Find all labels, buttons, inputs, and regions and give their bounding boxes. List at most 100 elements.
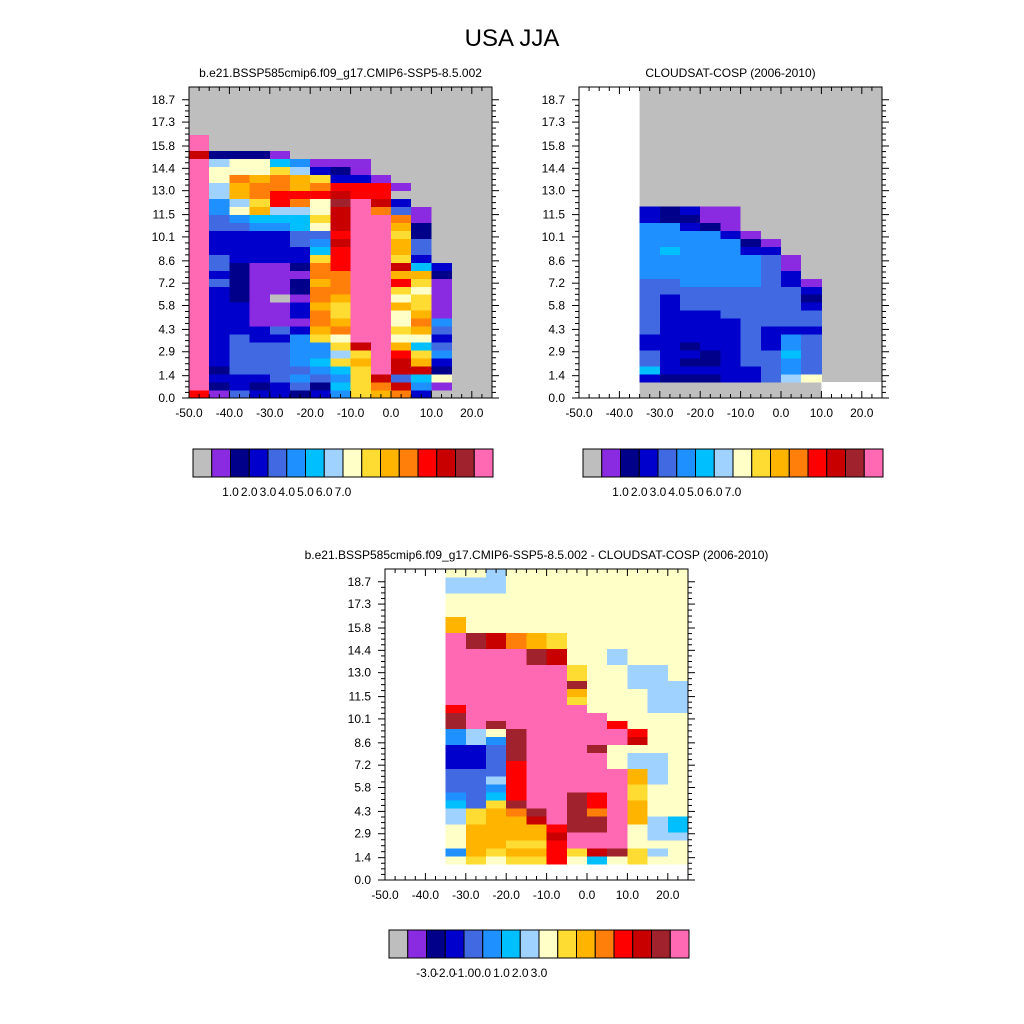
colorbar-label: 0.0 bbox=[474, 966, 491, 980]
heatmap-cell bbox=[411, 334, 432, 343]
heatmap-cell bbox=[760, 294, 782, 303]
heatmap-cell bbox=[411, 286, 432, 295]
heatmap-cell bbox=[607, 704, 628, 713]
heatmap-cell bbox=[229, 302, 250, 311]
heatmap-cell bbox=[546, 768, 568, 777]
heatmap-cell bbox=[607, 680, 628, 690]
heatmap-cell bbox=[760, 318, 782, 327]
heatmap-cell bbox=[627, 784, 648, 793]
heatmap-cell bbox=[506, 592, 527, 602]
heatmap-cell bbox=[526, 688, 547, 697]
heatmap-cell bbox=[647, 704, 669, 713]
y-tick-label: 7.2 bbox=[158, 276, 175, 290]
heatmap-cell bbox=[627, 664, 648, 674]
heatmap-cell bbox=[667, 600, 689, 610]
heatmap-cell bbox=[740, 302, 762, 311]
heatmap-cell bbox=[801, 294, 822, 303]
heatmap-cell bbox=[269, 342, 291, 351]
heatmap-cell bbox=[445, 848, 467, 857]
heatmap-cell bbox=[330, 254, 351, 263]
heatmap-cell bbox=[639, 262, 661, 271]
heatmap-cell bbox=[667, 752, 689, 761]
heatmap-cell bbox=[310, 382, 331, 391]
heatmap-cell bbox=[546, 856, 568, 865]
heatmap-cell bbox=[189, 254, 210, 263]
heatmap-cell bbox=[526, 824, 547, 833]
heatmap-cell bbox=[229, 278, 250, 287]
heatmap-cell bbox=[526, 848, 547, 857]
heatmap-cell bbox=[310, 214, 331, 223]
colorbar-swatch bbox=[455, 448, 475, 478]
heatmap-cell bbox=[269, 166, 291, 176]
missing-data-region bbox=[821, 382, 882, 398]
heatmap-cell bbox=[720, 238, 741, 247]
heatmap-cell bbox=[465, 656, 487, 666]
heatmap-cell bbox=[229, 246, 250, 255]
y-tick-label: 2.9 bbox=[354, 827, 371, 841]
heatmap-cell bbox=[566, 736, 588, 745]
heatmap-cell bbox=[431, 294, 452, 303]
y-tick-label: 14.4 bbox=[348, 643, 372, 657]
heatmap-cell bbox=[445, 712, 467, 721]
colorbar-swatch bbox=[380, 448, 400, 478]
heatmap-cell bbox=[411, 350, 432, 359]
heatmap-cell bbox=[647, 680, 669, 690]
heatmap-cell bbox=[667, 656, 689, 666]
heatmap-cell bbox=[290, 134, 311, 152]
heatmap-cell bbox=[486, 624, 507, 634]
heatmap-cell bbox=[801, 310, 822, 319]
heatmap-cell bbox=[760, 262, 782, 271]
heatmap-cell bbox=[269, 262, 291, 271]
heatmap-cell bbox=[700, 222, 721, 231]
heatmap-cell bbox=[740, 286, 762, 295]
heatmap-cell bbox=[189, 270, 210, 279]
heatmap-cell bbox=[370, 334, 392, 343]
heatmap-cell bbox=[391, 166, 412, 176]
heatmap-cell bbox=[801, 230, 822, 239]
heatmap-cell bbox=[229, 270, 250, 279]
heatmap-cell bbox=[391, 238, 412, 247]
heatmap-cell bbox=[431, 150, 452, 160]
heatmap-cell bbox=[290, 350, 311, 359]
heatmap-cell bbox=[667, 832, 689, 841]
heatmap-cell bbox=[700, 230, 721, 239]
heatmap-cell bbox=[781, 310, 802, 319]
heatmap-cell bbox=[760, 270, 782, 279]
heatmap-cell bbox=[607, 728, 628, 737]
heatmap-cell bbox=[647, 664, 669, 674]
heatmap-cell bbox=[546, 792, 568, 801]
heatmap-cell bbox=[566, 624, 588, 634]
heatmap-cell bbox=[526, 856, 547, 865]
heatmap-cell bbox=[781, 286, 802, 295]
heatmap-cell bbox=[546, 784, 568, 793]
heatmap-cell bbox=[740, 214, 762, 223]
heatmap-cell bbox=[566, 728, 588, 737]
heatmap-cell bbox=[506, 712, 527, 721]
heatmap-cell bbox=[526, 784, 547, 793]
heatmap-cell bbox=[229, 326, 250, 335]
heatmap-cell bbox=[310, 166, 331, 176]
colorbar-label: -1.0 bbox=[454, 966, 475, 980]
heatmap-cell bbox=[627, 752, 648, 761]
heatmap-cell bbox=[445, 632, 467, 642]
heatmap-cell bbox=[667, 584, 689, 594]
heatmap-cell bbox=[647, 720, 669, 729]
y-tick-label: 0.0 bbox=[354, 873, 371, 887]
heatmap-cell bbox=[411, 262, 432, 271]
colorbar-swatch bbox=[695, 448, 715, 478]
colorbar-swatch bbox=[651, 929, 671, 959]
heatmap-cell bbox=[526, 592, 547, 602]
heatmap-cell bbox=[667, 840, 689, 849]
heatmap-cell bbox=[411, 158, 432, 168]
heatmap-cell bbox=[431, 302, 452, 311]
heatmap-cell bbox=[720, 286, 741, 295]
heatmap-cell bbox=[526, 696, 547, 705]
heatmap-cell bbox=[465, 600, 487, 610]
heatmap-cell bbox=[350, 318, 372, 327]
heatmap-cell bbox=[189, 310, 210, 319]
heatmap-cell bbox=[445, 584, 467, 594]
heatmap-cell bbox=[486, 672, 507, 682]
y-tick-label: 8.6 bbox=[158, 254, 175, 268]
heatmap-cell bbox=[587, 680, 608, 690]
heatmap-cell bbox=[445, 824, 467, 833]
